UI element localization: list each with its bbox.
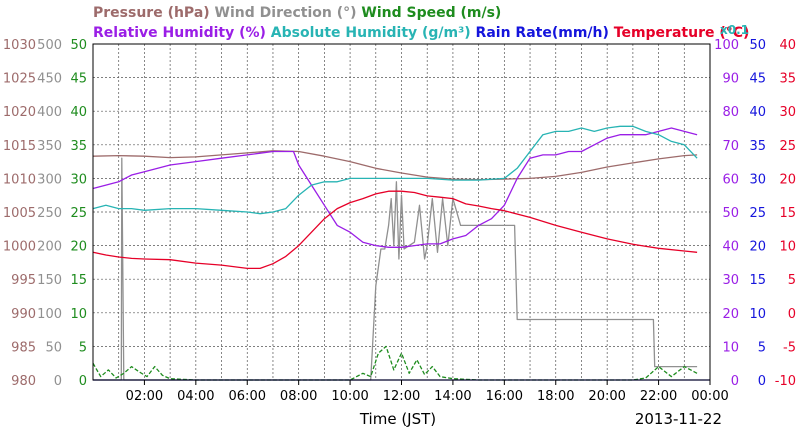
- tick-label-wind-direction: 350: [37, 139, 62, 154]
- tick-label-wind-direction: 150: [37, 273, 62, 288]
- tick-label-temperature: 10: [779, 240, 796, 255]
- tick-label-pressure: 1030: [3, 38, 36, 53]
- x-tick-label: 20:00: [588, 389, 625, 404]
- tick-label-rain-rate: 30: [749, 172, 766, 187]
- tick-label-wind-direction: 250: [37, 206, 62, 221]
- x-axis-label: Time (JST): [359, 410, 436, 428]
- tick-label-humidity: 80: [722, 105, 739, 120]
- legend-row-1: Pressure (hPa) Wind Direction (°) Wind S…: [93, 5, 501, 21]
- tick-label-wind-direction: 100: [37, 307, 62, 322]
- tick-label-wind-speed: 20: [70, 240, 87, 255]
- tick-label-humidity: 100: [714, 38, 739, 53]
- x-axis: 02:00 04:00 06:00 08:00 10:00 12:00 14:00 16:00…: [126, 380, 729, 404]
- legend-entry: Relative Humidity (%): [93, 25, 266, 41]
- tick-label-rain-rate: 35: [749, 139, 766, 154]
- tick-label-pressure: 1025: [3, 72, 36, 87]
- tick-label-rain-rate: 20: [749, 240, 766, 255]
- tick-label-rain-rate: 45: [749, 72, 766, 87]
- tick-label-wind-speed: 25: [70, 206, 87, 221]
- tick-label-wind-direction: 300: [37, 172, 62, 187]
- tick-label-wind-speed: 30: [70, 172, 87, 187]
- tick-label-pressure: 1020: [3, 105, 36, 120]
- series-pressure-hpa: [92, 150, 698, 181]
- tick-label-temperature: 35: [779, 72, 796, 87]
- tick-label-humidity: 90: [722, 72, 739, 87]
- legend-row-2: Relative Humidity (%) Absolute Humidity …: [93, 25, 749, 41]
- tick-label-wind-speed: 0: [79, 374, 87, 389]
- tick-label-rain-rate: 25: [749, 206, 766, 221]
- tick-label-pressure: 1000: [3, 240, 36, 255]
- tick-label-humidity: 30: [722, 273, 739, 288]
- x-tick-label: 16:00: [486, 389, 523, 404]
- x-tick-label: 08:00: [280, 389, 317, 404]
- tick-label-wind-speed: 50: [70, 38, 87, 53]
- tick-label-wind-direction: 450: [37, 72, 62, 87]
- x-tick-label: 18:00: [537, 389, 574, 404]
- tick-label-temperature: -10: [775, 374, 796, 389]
- left-axes: 1030102510201015101010051000995990985980…: [3, 38, 87, 389]
- tick-label-wind-speed: 5: [79, 340, 87, 355]
- tick-label-temperature: 20: [779, 172, 796, 187]
- tick-label-wind-speed: 40: [70, 105, 87, 120]
- tick-label-humidity: 20: [722, 307, 739, 322]
- tick-label-rain-rate: 15: [749, 273, 766, 288]
- tick-label-rain-rate: 10: [749, 307, 766, 322]
- right-axes: 1009080706050403020100504540353025201510…: [714, 38, 796, 389]
- tick-label-humidity: 60: [722, 172, 739, 187]
- tick-label-temperature: 5: [788, 273, 796, 288]
- scale-note: x0.1: [720, 23, 749, 37]
- tick-label-pressure: 995: [11, 273, 36, 288]
- tick-label-pressure: 990: [11, 307, 36, 322]
- legend-entry: Wind Speed (m/s): [357, 5, 502, 21]
- tick-label-pressure: 1005: [3, 206, 36, 221]
- x-tick-label: 14:00: [434, 389, 471, 404]
- x-tick-label: 22:00: [640, 389, 677, 404]
- tick-label-wind-direction: 500: [37, 38, 62, 53]
- legend-entry: Wind Direction (°): [210, 5, 357, 21]
- tick-label-rain-rate: 50: [749, 38, 766, 53]
- tick-label-humidity: 10: [722, 340, 739, 355]
- tick-label-pressure: 1015: [3, 139, 36, 154]
- tick-label-wind-direction: 0: [54, 374, 62, 389]
- x-tick-label: 04:00: [177, 389, 214, 404]
- series-relative-humidity: [92, 127, 698, 248]
- legend-entry: Absolute Humidity (g/m³): [266, 25, 471, 41]
- legend-entry: Rain Rate(mm/h): [471, 25, 609, 41]
- tick-label-temperature: 40: [779, 38, 796, 53]
- x-tick-label: 02:00: [126, 389, 163, 404]
- tick-label-wind-speed: 35: [70, 139, 87, 154]
- tick-label-temperature: 0: [788, 307, 796, 322]
- legend: Pressure (hPa) Wind Direction (°) Wind S…: [93, 5, 749, 41]
- tick-label-temperature: -5: [783, 340, 796, 355]
- tick-label-wind-speed: 45: [70, 72, 87, 87]
- series-temperature-c: [92, 190, 698, 270]
- tick-label-temperature: 25: [779, 139, 796, 154]
- tick-label-humidity: 40: [722, 240, 739, 255]
- x-tick-label: 00:00: [691, 389, 728, 404]
- tick-label-humidity: 50: [722, 206, 739, 221]
- tick-label-wind-speed: 10: [70, 307, 87, 322]
- tick-label-temperature: 15: [779, 206, 796, 221]
- x-tick-label: 12:00: [383, 389, 420, 404]
- tick-label-wind-speed: 15: [70, 273, 87, 288]
- tick-label-wind-direction: 200: [37, 240, 62, 255]
- series-absolute-humidity-g-m: [92, 125, 698, 215]
- date-label: 2013-11-22: [635, 410, 722, 428]
- x-tick-label: 06:00: [229, 389, 266, 404]
- tick-label-humidity: 0: [731, 374, 739, 389]
- tick-label-temperature: 30: [779, 105, 796, 120]
- x-tick-label: 10:00: [331, 389, 368, 404]
- legend-entry: Pressure (hPa): [93, 5, 210, 21]
- tick-label-rain-rate: 5: [758, 340, 766, 355]
- tick-label-pressure: 980: [11, 374, 36, 389]
- tick-label-wind-direction: 50: [45, 340, 62, 355]
- tick-label-rain-rate: 0: [758, 374, 766, 389]
- tick-label-humidity: 70: [722, 139, 739, 154]
- legend-entry: Temperature (°C): [609, 25, 750, 41]
- tick-label-pressure: 985: [11, 340, 36, 355]
- tick-label-rain-rate: 40: [749, 105, 766, 120]
- tick-label-wind-direction: 400: [37, 105, 62, 120]
- tick-label-pressure: 1010: [3, 172, 36, 187]
